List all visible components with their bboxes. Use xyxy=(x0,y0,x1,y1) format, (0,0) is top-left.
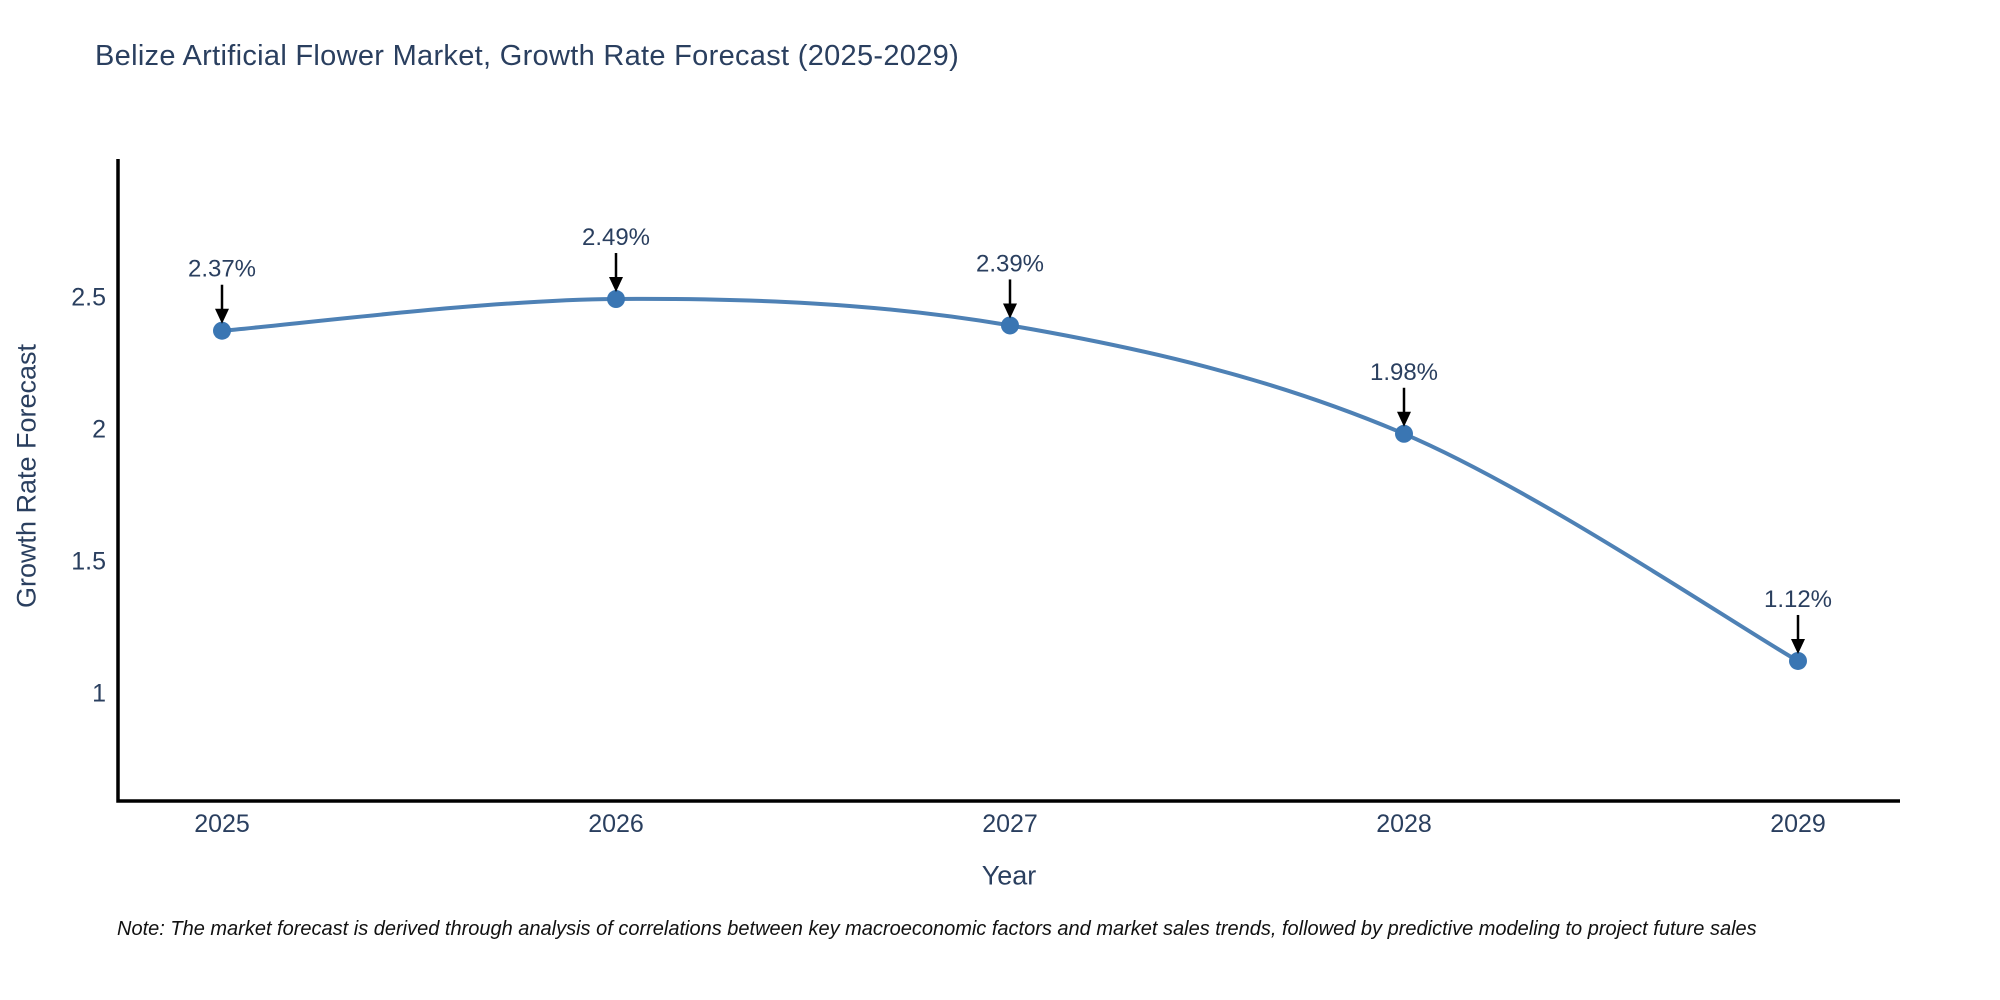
x-tick-label: 2029 xyxy=(1770,810,1826,838)
y-tick-label: 2.5 xyxy=(71,283,106,311)
annotation-label: 1.98% xyxy=(1370,359,1438,386)
data-point[interactable] xyxy=(1395,424,1413,443)
x-tick-label: 2025 xyxy=(194,810,250,838)
data-point[interactable] xyxy=(1789,651,1807,670)
chart-title: Belize Artificial Flower Market, Growth … xyxy=(95,40,960,72)
annotation-arrowhead-icon xyxy=(215,308,229,324)
y-tick-label: 1.5 xyxy=(71,548,106,576)
x-tick-label: 2028 xyxy=(1376,810,1432,838)
data-point[interactable] xyxy=(1001,316,1019,335)
annotation-label: 2.49% xyxy=(582,224,650,251)
x-tick-label: 2026 xyxy=(588,810,644,838)
x-tick-label: 2027 xyxy=(982,810,1038,838)
forecast-line xyxy=(220,296,1800,663)
annotation-arrowhead-icon xyxy=(1003,303,1017,319)
x-axis-title: Year xyxy=(981,860,1037,891)
data-point[interactable] xyxy=(213,321,231,340)
data-point[interactable] xyxy=(607,290,625,309)
axis-spines xyxy=(116,159,1900,803)
annotation-arrowhead-icon xyxy=(1791,638,1805,654)
annotation-label: 2.39% xyxy=(976,250,1044,277)
annotation-arrowhead-icon xyxy=(1397,411,1411,427)
y-tick-label: 2 xyxy=(92,415,106,443)
y-tick-label: 1 xyxy=(92,680,106,708)
annotation-label: 1.12% xyxy=(1764,586,1832,613)
annotation-label: 2.37% xyxy=(188,256,256,283)
annotation-arrowhead-icon xyxy=(609,277,623,293)
footnote: Note: The market forecast is derived thr… xyxy=(117,918,1757,940)
